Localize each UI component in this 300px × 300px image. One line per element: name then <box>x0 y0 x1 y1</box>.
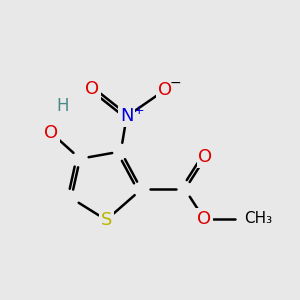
Text: O: O <box>197 209 211 227</box>
Text: H: H <box>56 97 69 115</box>
Text: O: O <box>158 81 172 99</box>
Text: +: + <box>134 104 144 117</box>
Text: −: − <box>170 76 182 90</box>
Text: O: O <box>44 124 58 142</box>
Text: O: O <box>198 148 212 166</box>
Text: CH₃: CH₃ <box>244 211 272 226</box>
Text: N: N <box>120 107 134 125</box>
Text: S: S <box>100 211 112 229</box>
Text: O: O <box>85 80 99 98</box>
